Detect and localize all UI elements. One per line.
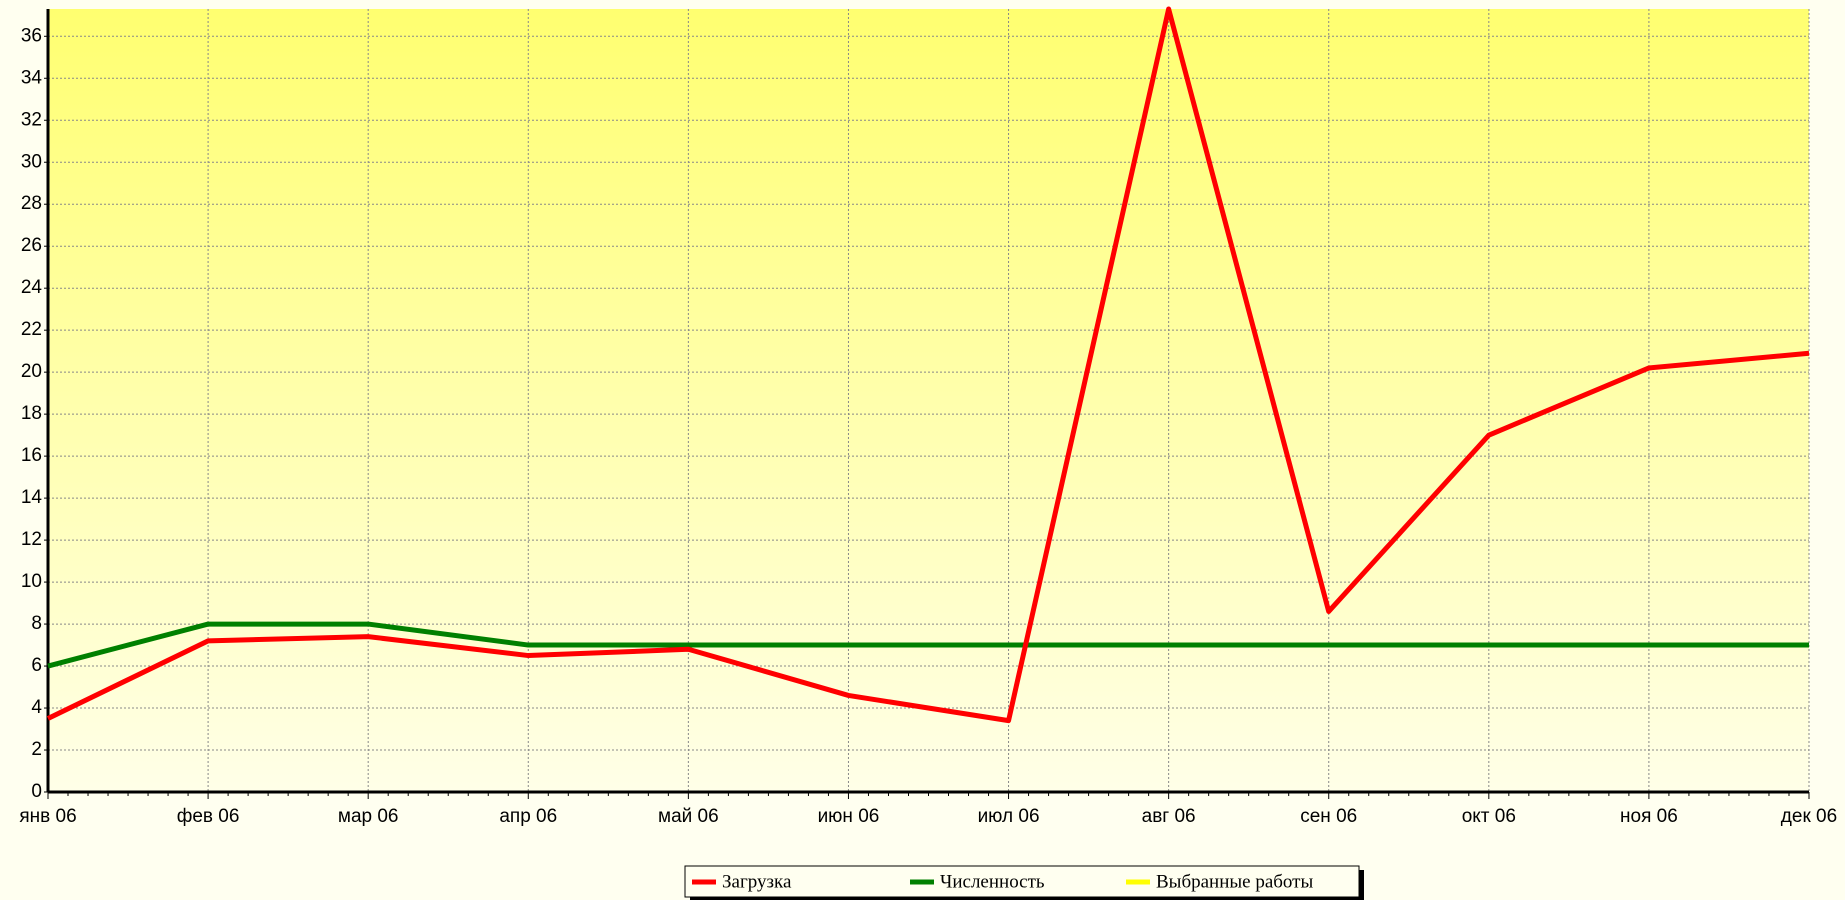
plot-area	[48, 9, 1809, 792]
legend-label: Численность	[940, 871, 1045, 892]
y-tick-label: 24	[21, 277, 43, 298]
x-tick-label: мар 06	[338, 806, 399, 827]
x-tick-label: ноя 06	[1620, 806, 1678, 827]
x-tick-label: апр 06	[499, 806, 557, 827]
x-tick-label: дек 06	[1781, 806, 1837, 827]
y-tick-label: 28	[21, 193, 42, 214]
y-tick-label: 12	[21, 529, 42, 550]
y-tick-label: 22	[21, 319, 42, 340]
x-tick-label: янв 06	[19, 806, 76, 827]
x-tick-label: фев 06	[177, 806, 240, 827]
y-tick-label: 20	[21, 361, 42, 382]
legend: Загрузка Численность Выбранные работы	[684, 865, 1364, 900]
y-tick-label: 32	[21, 109, 42, 130]
y-tick-label: 18	[21, 403, 42, 424]
x-tick-label: окт 06	[1462, 806, 1516, 827]
y-tick-label: 8	[31, 613, 42, 634]
y-tick-label: 2	[31, 739, 42, 760]
legend-box	[684, 865, 1360, 898]
y-tick-label: 26	[21, 235, 42, 256]
y-tick-label: 0	[31, 781, 42, 802]
line-series	[46, 6, 1810, 724]
legend-label: Выбранные работы	[1156, 871, 1313, 892]
y-tick-label: 30	[21, 151, 42, 172]
y-tick-label: 10	[21, 571, 42, 592]
line-series	[47, 621, 1809, 669]
y-tick-label: 16	[21, 445, 42, 466]
x-tick-label: июн 06	[818, 806, 880, 827]
x-tick-label: май 06	[658, 806, 719, 827]
x-tick-label: сен 06	[1300, 806, 1357, 827]
y-tick-label: 34	[21, 67, 43, 88]
x-tick-label: авг 06	[1142, 806, 1196, 827]
y-tick-label: 4	[31, 697, 42, 718]
y-tick-label: 36	[21, 25, 42, 46]
y-tick-label: 6	[31, 655, 42, 676]
legend-label: Загрузка	[722, 871, 792, 892]
x-tick-label: июл 06	[978, 806, 1040, 827]
y-tick-label: 14	[21, 487, 43, 508]
